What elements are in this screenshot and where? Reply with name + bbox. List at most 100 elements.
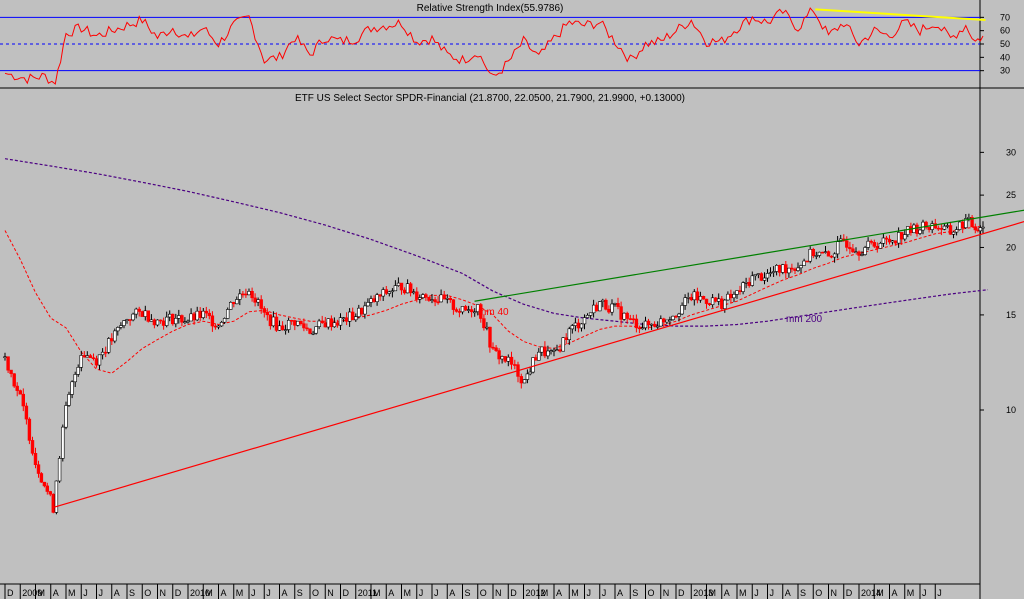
price-bar-body <box>350 311 355 321</box>
date-tick-label: J <box>434 588 439 598</box>
price-bar-body <box>241 293 245 296</box>
date-tick-label: J <box>587 588 592 598</box>
price-bar-body <box>378 294 382 297</box>
date-tick-label: O <box>648 588 655 598</box>
price-bar-body <box>640 327 645 330</box>
price-bar-body <box>981 226 985 229</box>
date-tick-label: J <box>602 588 607 598</box>
price-bar-body <box>332 322 337 328</box>
price-bar-body <box>695 291 700 301</box>
price-bar-body <box>890 240 895 243</box>
price-bar-body <box>280 325 285 331</box>
price-bar-body <box>122 320 126 326</box>
price-bar-body <box>698 295 703 301</box>
price-bar-body <box>713 297 718 302</box>
price-bar-body <box>85 355 90 358</box>
price-bar-body <box>978 227 983 232</box>
price-bar-body <box>442 294 446 300</box>
price-bar-body <box>396 282 401 286</box>
price-bar-body <box>808 249 812 262</box>
price-bar-body <box>113 330 117 342</box>
price-bar-body <box>942 225 947 230</box>
price-bar-body <box>939 228 944 230</box>
price-bar-body <box>296 320 300 326</box>
price-bar-body <box>33 452 38 465</box>
price-bar-body <box>771 271 776 273</box>
price-bar-body <box>54 480 59 513</box>
price-bar-body <box>689 297 694 301</box>
price-bar-body <box>543 346 547 357</box>
price-bar-body <box>555 349 559 352</box>
price-bar-body <box>784 264 788 274</box>
price-bar-body <box>674 315 678 318</box>
price-bar-body <box>293 320 297 326</box>
price-bar-body <box>143 310 147 317</box>
rsi-tick-label: 50 <box>1000 39 1010 49</box>
price-bar-body <box>457 311 462 313</box>
date-tick-label: 2013 <box>693 588 713 598</box>
price-bar-body <box>869 240 873 243</box>
date-tick-label: 2009 <box>22 588 42 598</box>
date-tick-label: S <box>800 588 806 598</box>
date-tick-label: N <box>327 588 334 598</box>
date-tick-label: J <box>922 588 927 598</box>
price-bar-body <box>814 255 819 257</box>
price-bar-body <box>436 301 440 304</box>
price-bar-body <box>384 289 388 294</box>
price-bar-body <box>710 297 715 305</box>
price-bar-body <box>680 305 684 315</box>
price-bar-body <box>619 306 623 320</box>
price-bar-body <box>161 320 166 326</box>
price-bar-body <box>460 306 465 313</box>
price-bar-body <box>357 307 361 318</box>
price-bar-body <box>631 318 636 321</box>
price-bar-body <box>265 311 269 316</box>
price-bar-body <box>704 298 709 304</box>
date-tick-label: A <box>282 588 288 598</box>
price-bar-body <box>36 464 41 474</box>
date-tick-label: M <box>876 588 884 598</box>
price-bar-body <box>951 231 956 235</box>
date-tick-label: M <box>541 588 549 598</box>
price-bar-body <box>899 232 904 240</box>
price-bar-body <box>534 357 538 361</box>
price-bar-body <box>716 298 721 302</box>
date-tick-label: A <box>556 588 562 598</box>
price-bar-body <box>811 249 816 257</box>
date-tick-label: M <box>205 588 213 598</box>
price-bar-body <box>210 315 215 327</box>
price-bar-body <box>335 322 340 326</box>
price-bar-body <box>110 338 114 342</box>
date-tick-label: M <box>571 588 579 598</box>
price-bar-body <box>219 321 224 327</box>
price-bar-body <box>896 232 901 244</box>
price-bar-body <box>454 309 459 312</box>
price-bar-body <box>622 312 626 320</box>
price-bar-body <box>561 337 565 352</box>
price-bar-body <box>665 319 669 323</box>
price-bar-body <box>271 316 276 327</box>
price-bar-body <box>79 355 83 368</box>
price-bar-body <box>128 319 132 321</box>
price-bar-body <box>177 315 181 319</box>
price-bar-body <box>131 313 135 321</box>
price-bar-body <box>433 299 437 303</box>
price-bar-body <box>598 301 602 312</box>
price-bar-body <box>213 325 218 328</box>
price-bar-body <box>311 332 315 335</box>
date-tick-label: 2011 <box>358 588 377 598</box>
price-bar-body <box>305 327 309 330</box>
price-bar-body <box>137 308 141 312</box>
price-bar-body <box>104 351 108 354</box>
price-bar-body <box>259 299 263 309</box>
price-bar-body <box>528 371 532 375</box>
price-bar-body <box>552 349 556 352</box>
price-bar-body <box>522 379 527 384</box>
date-tick-label: M <box>373 588 381 598</box>
price-bar-body <box>777 264 782 273</box>
date-tick-label: O <box>312 588 319 598</box>
price-bar-body <box>781 264 785 273</box>
price-bar-body <box>201 310 205 318</box>
rsi-divergence-line <box>815 8 986 21</box>
